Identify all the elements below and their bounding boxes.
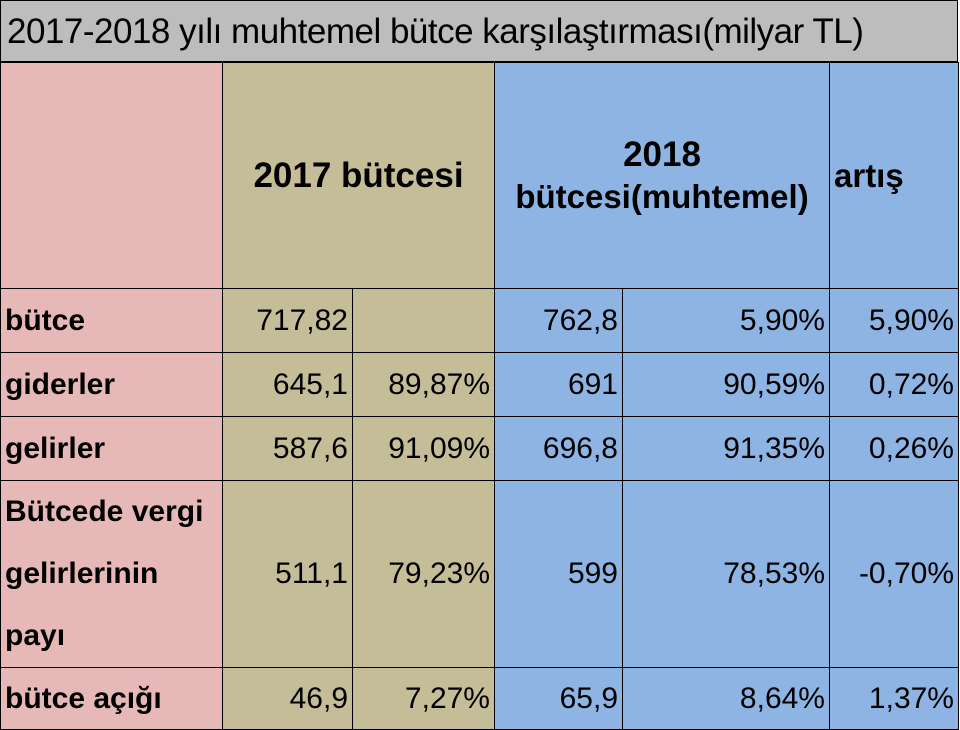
value-2018: 691: [494, 352, 623, 417]
increase-value: 1,37%: [829, 667, 959, 730]
percent-2017: 79,23%: [352, 480, 495, 668]
value-2018: 65,9: [494, 667, 623, 730]
increase-value: 0,26%: [829, 416, 959, 481]
row-label: giderler: [0, 352, 223, 417]
value-2017: 717,82: [222, 288, 353, 353]
value-2018: 696,8: [494, 416, 623, 481]
percent-2017: [352, 288, 495, 353]
value-2017: 511,1: [222, 480, 353, 668]
percent-2018: 91,35%: [622, 416, 830, 481]
percent-2018: 78,53%: [622, 480, 830, 668]
table-row: Bütcede vergi gelirlerinin payı 511,1 79…: [0, 480, 959, 668]
value-2017: 46,9: [222, 667, 353, 730]
row-label: bütce: [0, 288, 223, 353]
percent-2017: 7,27%: [352, 667, 495, 730]
increase-value: 0,72%: [829, 352, 959, 417]
row-label: bütce açığı: [0, 667, 223, 730]
value-2018: 599: [494, 480, 623, 668]
header-row: 2017 bütcesi 2018 bütcesi(muhtemel) artı…: [0, 62, 959, 289]
percent-2017: 91,09%: [352, 416, 495, 481]
header-2018-line2: bütcesi(muhtemel): [515, 177, 809, 215]
percent-2018: 90,59%: [622, 352, 830, 417]
slide-title: 2017-2018 yılı muhtemel bütce karşılaştı…: [0, 0, 958, 62]
percent-2017: 89,87%: [352, 352, 495, 417]
header-2018-line1: 2018: [623, 134, 701, 174]
table-row: bütce 717,82 762,8 5,90% 5,90%: [0, 288, 959, 353]
value-2017: 645,1: [222, 352, 353, 417]
row-label: Bütcede vergi gelirlerinin payı: [0, 480, 223, 668]
table-row: gelirler 587,6 91,09% 696,8 91,35% 0,26%: [0, 416, 959, 481]
increase-value: 5,90%: [829, 288, 959, 353]
increase-value: -0,70%: [829, 480, 959, 668]
header-2018: 2018 bütcesi(muhtemel): [494, 62, 830, 289]
percent-2018: 5,90%: [622, 288, 830, 353]
row-label: gelirler: [0, 416, 223, 481]
table-row: giderler 645,1 89,87% 691 90,59% 0,72%: [0, 352, 959, 417]
budget-table: 2017 bütcesi 2018 bütcesi(muhtemel) artı…: [0, 62, 959, 730]
table-row: bütce açığı 46,9 7,27% 65,9 8,64% 1,37%: [0, 667, 959, 730]
header-artis: artış: [829, 62, 959, 289]
header-2017: 2017 bütcesi: [222, 62, 495, 289]
header-empty-cell: [0, 62, 223, 289]
value-2017: 587,6: [222, 416, 353, 481]
percent-2018: 8,64%: [622, 667, 830, 730]
value-2018: 762,8: [494, 288, 623, 353]
